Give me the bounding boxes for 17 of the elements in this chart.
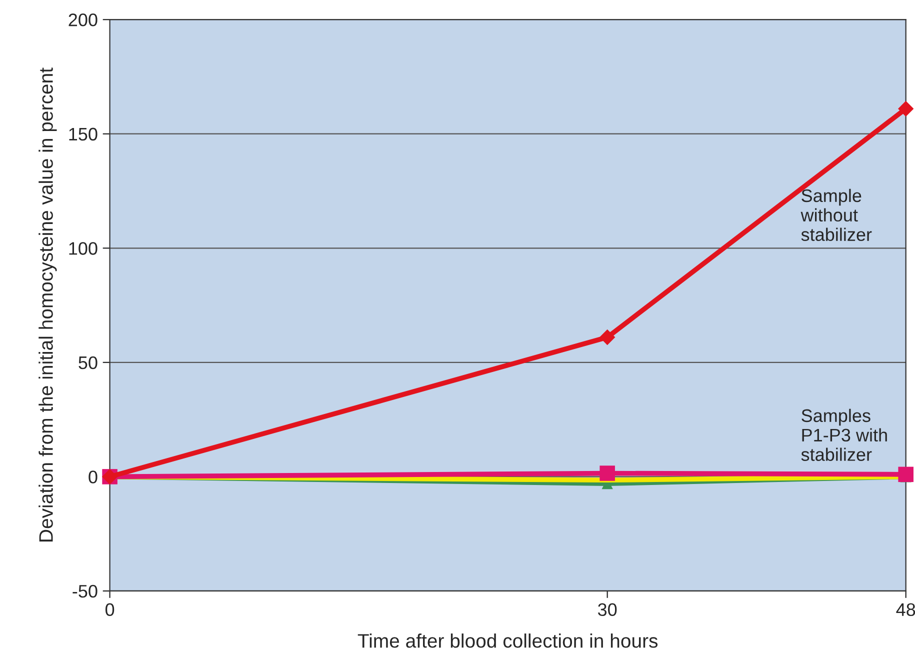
x-tick-label: 48: [896, 603, 915, 616]
point: [599, 329, 616, 346]
y-tick-label: 50: [78, 356, 98, 370]
point: [898, 100, 914, 117]
y-tick-label: 0: [88, 470, 98, 484]
annotation: Samples P1-P3 with stabilizer: [801, 408, 887, 461]
y-tick-label: -50: [72, 584, 98, 598]
annotation: Sample without stabilizer: [800, 188, 872, 242]
y-axis-title: Deviation from the initial homocysteine value in percent: [38, 68, 57, 542]
x-tick-label: 0: [105, 603, 114, 616]
x-tick-label: 30: [598, 603, 617, 616]
y-tick-label: 200: [68, 14, 98, 26]
x-axis-title: Time after blood collection in hours: [358, 633, 658, 648]
point: [898, 466, 914, 482]
y-tick-label: 150: [69, 128, 98, 141]
point: [600, 466, 615, 481]
y-tick-label: 100: [69, 242, 98, 255]
